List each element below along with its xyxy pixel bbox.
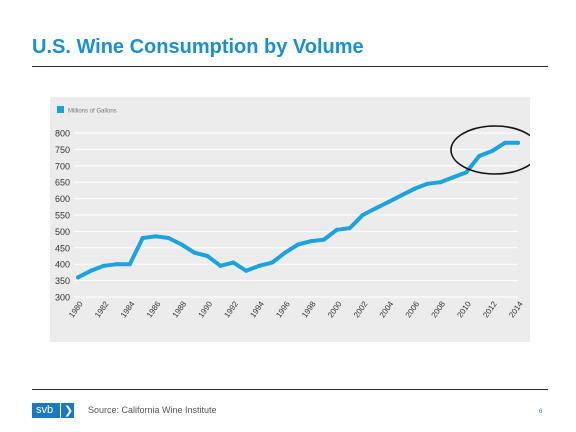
chart-panel: 800 750 700 650 600 550 500 450 400 350 300 1980 19… bbox=[50, 97, 530, 342]
data-point bbox=[244, 268, 249, 273]
x-axis-ticks: 1980 1982 1984 1986 1988 1990 1992 1994 1996 1998… bbox=[67, 299, 525, 319]
data-point bbox=[76, 275, 80, 280]
data-point bbox=[205, 254, 210, 258]
data-point bbox=[192, 250, 197, 255]
x-tick-label: 1984 bbox=[119, 299, 137, 319]
x-tick-label: 1994 bbox=[248, 299, 266, 319]
source-note: Source: California Wine Institute bbox=[88, 405, 217, 415]
y-tick-label: 450 bbox=[55, 243, 70, 253]
x-tick-label: 1982 bbox=[93, 299, 111, 319]
data-point bbox=[179, 242, 184, 247]
y-tick-label: 400 bbox=[55, 260, 70, 270]
data-point bbox=[321, 237, 326, 242]
x-tick-label: 1986 bbox=[145, 299, 163, 319]
data-point bbox=[231, 260, 236, 265]
svb-logo: svb ❯ bbox=[32, 403, 74, 418]
data-point bbox=[347, 226, 352, 231]
data-point bbox=[101, 263, 106, 268]
y-tick-label: 700 bbox=[55, 161, 70, 171]
y-tick-label: 800 bbox=[55, 129, 70, 139]
data-point bbox=[296, 242, 300, 247]
data-point bbox=[477, 153, 482, 158]
data-point bbox=[153, 234, 158, 239]
slide-title: U.S. Wine Consumption by Volume bbox=[32, 36, 364, 58]
title-divider bbox=[32, 66, 548, 67]
data-point bbox=[334, 227, 339, 232]
data-point bbox=[464, 170, 469, 175]
data-point bbox=[425, 181, 430, 186]
data-point bbox=[218, 263, 223, 268]
chevron-right-icon: ❯ bbox=[60, 403, 73, 418]
data-point bbox=[412, 186, 417, 191]
x-tick-label: 1996 bbox=[274, 299, 292, 319]
data-point bbox=[503, 140, 508, 145]
x-tick-label: 1998 bbox=[300, 299, 318, 319]
x-tick-label: 2004 bbox=[378, 299, 396, 319]
data-point bbox=[360, 213, 365, 217]
x-tick-label: 2002 bbox=[352, 299, 370, 319]
data-point bbox=[88, 268, 93, 273]
x-tick-label: 2010 bbox=[455, 299, 473, 319]
x-tick-label: 2008 bbox=[430, 299, 448, 319]
data-point bbox=[114, 262, 119, 267]
legend-label: Millions of Gallons bbox=[68, 109, 117, 115]
data-points bbox=[76, 140, 520, 280]
data-point bbox=[490, 149, 495, 154]
data-point bbox=[438, 180, 443, 185]
data-point bbox=[516, 140, 520, 145]
grid-layer bbox=[74, 132, 518, 298]
data-point bbox=[127, 262, 132, 267]
legend-swatch bbox=[57, 106, 64, 113]
series-line bbox=[76, 140, 520, 280]
page-number: 6 bbox=[539, 409, 543, 415]
y-tick-label: 350 bbox=[55, 276, 70, 286]
y-tick-label: 500 bbox=[55, 227, 70, 237]
y-tick-label: 550 bbox=[55, 211, 70, 221]
x-tick-label: 1990 bbox=[197, 299, 215, 319]
x-tick-label: 2006 bbox=[404, 299, 422, 319]
x-tick-label: 1988 bbox=[171, 299, 189, 319]
y-tick-label: 300 bbox=[55, 293, 70, 303]
data-point bbox=[270, 260, 275, 265]
logo-text: svb bbox=[36, 404, 54, 416]
y-tick-label: 650 bbox=[55, 178, 70, 188]
highlight-ellipse bbox=[450, 125, 530, 175]
y-axis-ticks: 800 750 700 650 600 550 500 450 400 350 300 bbox=[55, 129, 70, 303]
data-point bbox=[166, 235, 171, 240]
x-tick-label: 2012 bbox=[481, 299, 499, 319]
data-point bbox=[373, 206, 378, 211]
data-point bbox=[140, 235, 145, 240]
x-tick-label: 1992 bbox=[222, 299, 240, 319]
data-point bbox=[399, 193, 404, 198]
data-point bbox=[308, 239, 313, 244]
data-point bbox=[451, 175, 456, 180]
x-tick-label: 2014 bbox=[507, 299, 525, 319]
x-tick-label: 2000 bbox=[326, 299, 344, 319]
data-point bbox=[283, 250, 288, 255]
data-point bbox=[386, 199, 391, 204]
footer-divider bbox=[32, 389, 548, 390]
y-tick-label: 750 bbox=[55, 145, 70, 155]
data-point bbox=[257, 263, 262, 268]
y-tick-label: 600 bbox=[55, 194, 70, 204]
